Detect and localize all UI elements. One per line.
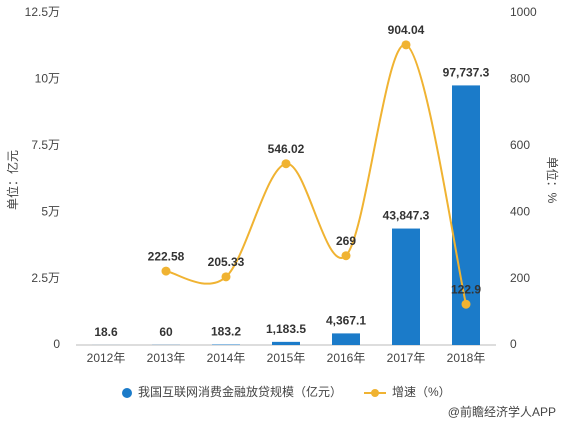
legend-label: 增速（%）: [392, 385, 451, 399]
legend-swatch: [371, 389, 379, 397]
footer: @前瞻经济学人APP: [448, 404, 556, 419]
bar-value-label: 60: [159, 325, 173, 339]
line-point: [161, 266, 171, 276]
bar: [272, 341, 300, 345]
point-value-label: 222.58: [148, 249, 185, 263]
y-tick-label: 5万: [41, 204, 60, 218]
x-tick-label: 2012年: [87, 351, 126, 365]
bar-value-label: 97,737.3: [443, 66, 490, 80]
y2-tick-label: 600: [510, 138, 530, 152]
bar-value-label: 4,367.1: [326, 314, 366, 328]
point-value-label: 205.33: [208, 255, 245, 269]
y2-tick-label: 800: [510, 72, 530, 86]
y-tick-label: 12.5万: [25, 5, 60, 19]
bar-value-label: 43,847.3: [383, 209, 430, 223]
x-tick-label: 2013年: [147, 351, 186, 365]
y2-tick-label: 1000: [510, 5, 537, 19]
y-tick-label: 0: [53, 337, 60, 351]
line-point: [221, 272, 231, 282]
y-axis-label: 单位：亿元: [5, 150, 20, 210]
x-tick-label: 2017年: [387, 351, 426, 365]
y-tick-label: 2.5万: [31, 271, 60, 285]
x-tick-label: 2018年: [447, 351, 486, 365]
bar: [332, 333, 360, 345]
x-tick-label: 2016年: [327, 351, 366, 365]
line-point: [401, 40, 411, 50]
point-value-label: 269: [336, 234, 356, 248]
line-point: [341, 251, 351, 261]
point-value-label: 904.04: [388, 23, 425, 37]
bar-value-label: 183.2: [211, 325, 241, 339]
point-value-label: 546.02: [268, 142, 305, 156]
y2-tick-label: 0: [510, 337, 517, 351]
y2-tick-label: 400: [510, 204, 530, 218]
y-tick-label: 7.5万: [31, 138, 60, 152]
bar: [392, 228, 420, 345]
bar-value-label: 1,183.5: [266, 322, 306, 336]
y2-tick-label: 200: [510, 271, 530, 285]
line-point: [281, 159, 291, 169]
x-tick-label: 2015年: [267, 351, 306, 365]
line-point: [461, 299, 471, 309]
y2-axis-label: 单位：%: [545, 157, 560, 204]
legend-label: 我国互联网消费金融放贷规模（亿元）: [138, 384, 342, 399]
point-value-label: 122.9: [451, 282, 481, 296]
y-tick-label: 10万: [35, 72, 60, 86]
bar-value-label: 18.6: [94, 325, 118, 339]
x-tick-label: 2014年: [207, 351, 246, 365]
legend-swatch: [122, 388, 132, 398]
